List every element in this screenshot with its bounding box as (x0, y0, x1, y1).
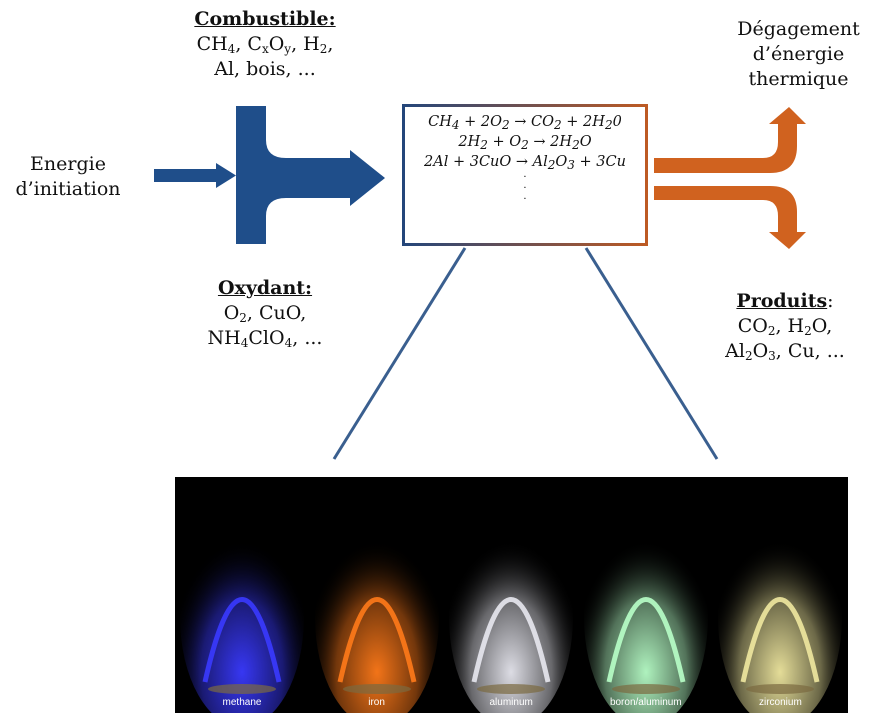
produits-title-row: Produits: (736, 290, 834, 312)
flame-image (180, 507, 304, 713)
output-arrow-down (654, 186, 806, 249)
flame-caption: methane (222, 697, 262, 708)
flame-aluminum: aluminum (444, 477, 578, 713)
oxydant-line1: O2, CuO, (223, 302, 307, 325)
flame-caption: boron/aluminum (609, 697, 682, 708)
produits-label: Produits: CO2, H2O, Al2O3, Cu, ... (700, 289, 870, 364)
produits-line1: CO2, H2O, (737, 315, 833, 338)
reaction-eq1: CH4 + 2O2 → CO2 + 2H20 (428, 114, 622, 132)
combustible-label: Combustible: CH4, CxOy, H2, Al, bois, ..… (170, 7, 360, 82)
flame-image (449, 507, 574, 713)
flame-methane: methane (175, 477, 309, 713)
oxydant-line2: NH4ClO4, ... (207, 327, 323, 350)
flame-iron: iron (310, 477, 444, 713)
oxydant-label: Oxydant: O2, CuO, NH4ClO4, ... (175, 276, 355, 351)
combustible-line2: Al, bois, ... (214, 58, 316, 80)
output-arrows (654, 107, 806, 249)
output-arrow-up (654, 107, 806, 173)
flame-caption: zirconium (758, 697, 802, 708)
flame-caption: iron (368, 697, 385, 708)
reaction-dots: · · · (523, 172, 527, 205)
degagement-line2: d’énergie (752, 43, 845, 65)
left-connector-line (332, 247, 467, 460)
degagement-line1: Dégagement (737, 18, 860, 40)
flame-boron-aluminum: boron/aluminum (579, 477, 713, 713)
initiation-line2: d’initiation (15, 178, 121, 200)
right-connector-line (584, 247, 719, 460)
combustible-title: Combustible: (194, 8, 336, 30)
flame-image (314, 507, 439, 713)
initiation-arrow-shaft (154, 169, 218, 182)
flame-image (718, 507, 843, 713)
merge-arrow (236, 106, 385, 244)
combustible-line1: CH4, CxOy, H2, (196, 33, 334, 56)
degagement-label: Dégagement d’énergie thermique (727, 17, 870, 92)
initiation-line1: Energie (30, 153, 106, 175)
reaction-box: CH4 + 2O2 → CO2 + 2H20 2H2 + O2 → 2H2O 2… (402, 104, 648, 246)
flame-photo-panel: methane iron aluminum boron/aluminum zirconi… (175, 477, 848, 713)
oxydant-title: Oxydant: (217, 277, 313, 299)
degagement-line3: thermique (748, 68, 849, 90)
produits-title: Produits (736, 290, 828, 312)
flame-zirconium: zirconium (713, 477, 847, 713)
flame-image (583, 507, 708, 713)
initiation-arrow-head (216, 163, 236, 188)
reaction-eq3: 2Al + 3CuO → Al2O3 + 3Cu (424, 154, 626, 172)
input-arrow (154, 106, 385, 244)
initiation-label: Energie d’initiation (0, 152, 136, 202)
reaction-eq2: 2H2 + O2 → 2H2O (458, 134, 592, 152)
produits-line2: Al2O3, Cu, ... (725, 340, 845, 363)
flame-caption: aluminum (489, 697, 533, 708)
